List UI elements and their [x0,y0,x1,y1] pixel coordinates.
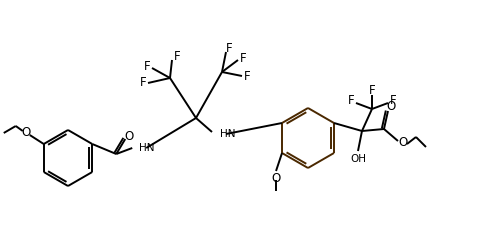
Text: F: F [173,51,180,63]
Text: O: O [399,136,408,150]
Text: O: O [21,125,30,139]
Text: OH: OH [350,154,366,164]
Text: F: F [369,84,375,96]
Text: HN: HN [139,143,155,153]
Text: O: O [271,172,281,185]
Text: F: F [244,69,250,82]
Text: F: F [240,52,247,65]
Text: O: O [386,99,396,112]
Text: F: F [226,41,232,55]
Text: F: F [390,95,396,107]
Text: F: F [140,76,146,90]
Text: HN: HN [220,129,236,139]
Text: F: F [144,60,150,73]
Text: O: O [125,131,134,144]
Text: F: F [348,95,354,107]
